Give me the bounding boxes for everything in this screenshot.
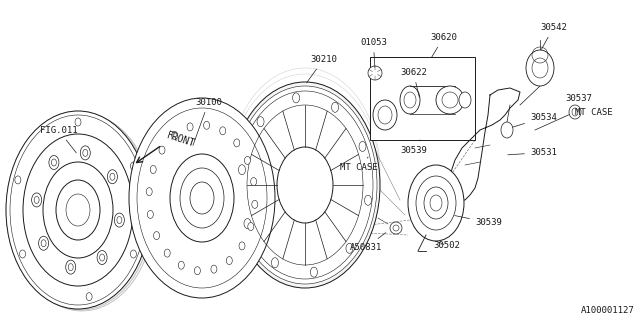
- Ellipse shape: [252, 200, 258, 208]
- Ellipse shape: [244, 219, 251, 228]
- Ellipse shape: [86, 293, 92, 301]
- Ellipse shape: [31, 193, 42, 207]
- Text: 30542: 30542: [540, 23, 567, 50]
- Ellipse shape: [230, 82, 380, 288]
- Ellipse shape: [195, 267, 200, 275]
- Ellipse shape: [115, 213, 124, 227]
- Ellipse shape: [436, 86, 464, 114]
- Ellipse shape: [204, 121, 210, 129]
- Ellipse shape: [332, 102, 339, 112]
- Ellipse shape: [271, 258, 278, 268]
- Text: FRONT: FRONT: [165, 131, 196, 149]
- Ellipse shape: [569, 105, 581, 119]
- Text: 01053: 01053: [360, 38, 387, 67]
- Ellipse shape: [244, 156, 250, 164]
- Ellipse shape: [368, 66, 382, 80]
- Ellipse shape: [416, 176, 456, 230]
- Ellipse shape: [170, 154, 234, 242]
- Ellipse shape: [66, 260, 76, 274]
- Ellipse shape: [526, 50, 554, 86]
- Text: MT CASE: MT CASE: [575, 108, 612, 116]
- Ellipse shape: [6, 111, 150, 309]
- Text: 30502: 30502: [433, 241, 460, 250]
- Ellipse shape: [80, 146, 90, 160]
- Text: 30539: 30539: [455, 216, 502, 227]
- Ellipse shape: [187, 123, 193, 131]
- Ellipse shape: [408, 165, 464, 241]
- Ellipse shape: [237, 91, 373, 279]
- Text: 30539: 30539: [400, 140, 427, 155]
- Ellipse shape: [56, 180, 100, 240]
- Text: 30622: 30622: [400, 68, 427, 97]
- Ellipse shape: [220, 127, 226, 135]
- Ellipse shape: [159, 146, 165, 154]
- Ellipse shape: [154, 232, 159, 240]
- Text: 30537: 30537: [565, 93, 592, 102]
- Ellipse shape: [400, 86, 420, 114]
- Ellipse shape: [8, 112, 152, 310]
- Ellipse shape: [239, 242, 245, 250]
- Ellipse shape: [234, 139, 240, 147]
- Ellipse shape: [43, 162, 113, 258]
- Text: FIG.011: FIG.011: [40, 126, 77, 153]
- Text: 30100: 30100: [193, 98, 222, 145]
- Text: 30534: 30534: [513, 113, 557, 127]
- Ellipse shape: [251, 178, 257, 186]
- Text: 30620: 30620: [430, 33, 457, 58]
- Ellipse shape: [424, 187, 448, 219]
- Ellipse shape: [131, 162, 136, 170]
- Ellipse shape: [129, 98, 275, 298]
- Ellipse shape: [172, 132, 178, 140]
- Ellipse shape: [373, 100, 397, 130]
- Ellipse shape: [146, 188, 152, 196]
- Ellipse shape: [23, 134, 133, 286]
- Ellipse shape: [257, 117, 264, 127]
- Text: 30531: 30531: [508, 148, 557, 157]
- Ellipse shape: [190, 182, 214, 214]
- Ellipse shape: [131, 250, 136, 258]
- Ellipse shape: [211, 265, 217, 273]
- Ellipse shape: [501, 122, 513, 138]
- Ellipse shape: [108, 170, 117, 184]
- Bar: [370, 57, 475, 140]
- Ellipse shape: [150, 165, 156, 173]
- Text: A50831: A50831: [350, 233, 386, 252]
- Ellipse shape: [459, 92, 471, 108]
- Ellipse shape: [137, 108, 267, 288]
- Ellipse shape: [179, 261, 184, 269]
- Ellipse shape: [10, 113, 154, 311]
- Ellipse shape: [346, 243, 353, 253]
- Ellipse shape: [359, 141, 366, 151]
- Ellipse shape: [430, 195, 442, 211]
- Ellipse shape: [15, 176, 21, 184]
- Ellipse shape: [6, 111, 150, 309]
- Ellipse shape: [20, 250, 26, 258]
- Ellipse shape: [97, 251, 107, 265]
- Text: MT CASE: MT CASE: [340, 157, 378, 172]
- Ellipse shape: [390, 222, 402, 234]
- Ellipse shape: [49, 156, 59, 170]
- Ellipse shape: [66, 194, 90, 226]
- Ellipse shape: [277, 147, 333, 223]
- Ellipse shape: [292, 93, 300, 103]
- Ellipse shape: [233, 86, 377, 284]
- Ellipse shape: [310, 267, 317, 277]
- Ellipse shape: [239, 165, 246, 175]
- Text: A100001127: A100001127: [581, 306, 635, 315]
- Ellipse shape: [38, 236, 49, 250]
- Ellipse shape: [248, 222, 254, 230]
- Ellipse shape: [164, 249, 170, 257]
- Text: 30210: 30210: [307, 55, 337, 83]
- Ellipse shape: [180, 168, 224, 228]
- Ellipse shape: [75, 118, 81, 126]
- Ellipse shape: [227, 257, 232, 265]
- Ellipse shape: [365, 195, 372, 205]
- Ellipse shape: [147, 211, 154, 219]
